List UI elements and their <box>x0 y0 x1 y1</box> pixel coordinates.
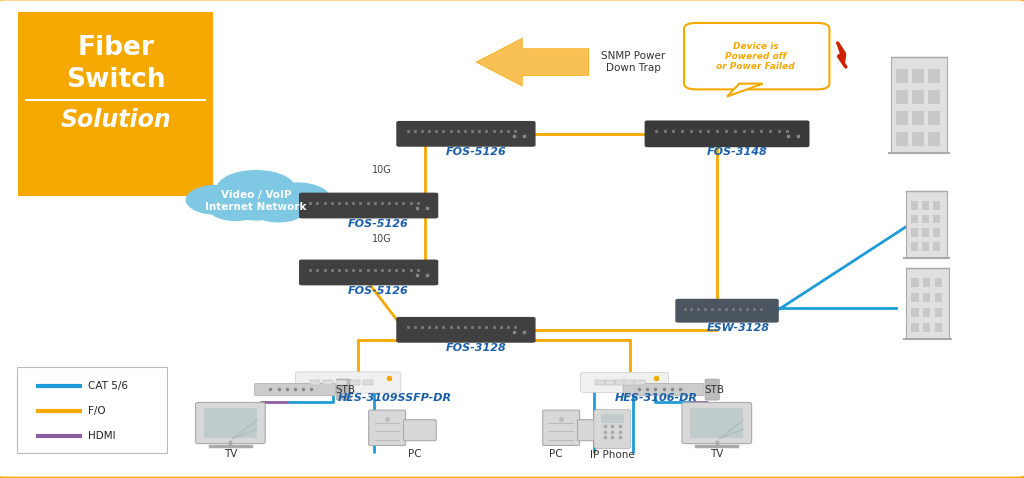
FancyBboxPatch shape <box>906 268 949 339</box>
FancyBboxPatch shape <box>299 260 438 285</box>
FancyBboxPatch shape <box>912 132 924 146</box>
FancyBboxPatch shape <box>543 410 580 445</box>
FancyBboxPatch shape <box>625 380 635 385</box>
FancyBboxPatch shape <box>923 242 929 251</box>
FancyBboxPatch shape <box>911 228 919 237</box>
Text: FOS-3128: FOS-3128 <box>445 343 506 353</box>
FancyBboxPatch shape <box>601 414 624 423</box>
FancyBboxPatch shape <box>928 90 940 104</box>
FancyBboxPatch shape <box>17 367 167 453</box>
FancyBboxPatch shape <box>912 90 924 104</box>
FancyBboxPatch shape <box>396 317 536 343</box>
Text: SNMP Power
Down Trap: SNMP Power Down Trap <box>601 51 666 73</box>
Text: ESW-3128: ESW-3128 <box>707 323 770 333</box>
FancyBboxPatch shape <box>403 420 436 441</box>
Text: IP Phone: IP Phone <box>590 450 635 460</box>
FancyBboxPatch shape <box>645 120 809 147</box>
Text: FOS-3148: FOS-3148 <box>707 147 767 157</box>
Circle shape <box>252 197 305 222</box>
FancyBboxPatch shape <box>923 323 931 332</box>
FancyBboxPatch shape <box>933 201 940 210</box>
Text: Solution: Solution <box>60 109 171 132</box>
FancyBboxPatch shape <box>605 380 615 385</box>
FancyBboxPatch shape <box>923 293 931 303</box>
Text: FOS-5126: FOS-5126 <box>348 286 409 296</box>
Text: Video / VoIP
Internet Network: Video / VoIP Internet Network <box>205 190 307 212</box>
Text: F/O: F/O <box>88 406 105 416</box>
FancyBboxPatch shape <box>928 132 940 146</box>
FancyBboxPatch shape <box>935 278 942 287</box>
FancyBboxPatch shape <box>923 201 929 210</box>
FancyBboxPatch shape <box>595 380 605 385</box>
Polygon shape <box>476 38 589 86</box>
Circle shape <box>217 171 295 207</box>
Polygon shape <box>727 84 763 97</box>
FancyBboxPatch shape <box>336 379 350 400</box>
FancyBboxPatch shape <box>911 278 919 287</box>
Circle shape <box>186 185 248 214</box>
Text: HES-3106-DR: HES-3106-DR <box>614 393 697 403</box>
Text: PC: PC <box>549 449 562 459</box>
FancyBboxPatch shape <box>896 111 908 125</box>
FancyBboxPatch shape <box>891 57 947 153</box>
FancyBboxPatch shape <box>911 293 919 303</box>
FancyBboxPatch shape <box>911 242 919 251</box>
FancyBboxPatch shape <box>933 242 940 251</box>
FancyBboxPatch shape <box>923 278 931 287</box>
FancyBboxPatch shape <box>299 193 438 218</box>
FancyBboxPatch shape <box>923 215 929 223</box>
FancyBboxPatch shape <box>912 111 924 125</box>
FancyBboxPatch shape <box>581 372 669 392</box>
Circle shape <box>264 183 330 214</box>
FancyBboxPatch shape <box>396 121 536 147</box>
FancyBboxPatch shape <box>255 383 336 396</box>
FancyBboxPatch shape <box>594 410 631 448</box>
FancyBboxPatch shape <box>690 408 743 438</box>
Text: Device is
Powered off
or Power Failed: Device is Powered off or Power Failed <box>717 42 795 71</box>
FancyBboxPatch shape <box>923 228 929 237</box>
Text: FOS-5126: FOS-5126 <box>348 219 409 229</box>
FancyBboxPatch shape <box>928 111 940 125</box>
FancyBboxPatch shape <box>337 380 347 385</box>
FancyBboxPatch shape <box>364 380 374 385</box>
FancyBboxPatch shape <box>196 402 265 444</box>
Circle shape <box>225 191 287 220</box>
FancyBboxPatch shape <box>923 308 931 317</box>
FancyBboxPatch shape <box>911 308 919 317</box>
FancyBboxPatch shape <box>296 372 401 393</box>
FancyBboxPatch shape <box>933 228 940 237</box>
FancyBboxPatch shape <box>369 410 406 445</box>
FancyBboxPatch shape <box>682 402 752 444</box>
FancyBboxPatch shape <box>935 308 942 317</box>
FancyBboxPatch shape <box>911 215 919 223</box>
FancyBboxPatch shape <box>906 191 947 258</box>
Text: Switch: Switch <box>66 67 166 93</box>
Text: 10G: 10G <box>373 234 392 244</box>
FancyBboxPatch shape <box>204 408 257 438</box>
FancyBboxPatch shape <box>896 69 908 83</box>
FancyBboxPatch shape <box>324 380 334 385</box>
Text: 10G: 10G <box>373 165 392 174</box>
FancyBboxPatch shape <box>623 383 705 396</box>
FancyBboxPatch shape <box>350 380 360 385</box>
FancyBboxPatch shape <box>912 69 924 83</box>
Text: TV: TV <box>710 449 724 459</box>
Text: TV: TV <box>223 449 238 459</box>
FancyBboxPatch shape <box>911 201 919 210</box>
Text: STB: STB <box>705 385 725 394</box>
Text: HDMI: HDMI <box>88 431 116 441</box>
Text: CAT 5/6: CAT 5/6 <box>88 381 128 391</box>
Text: FOS-5126: FOS-5126 <box>445 147 506 157</box>
FancyBboxPatch shape <box>928 69 940 83</box>
FancyBboxPatch shape <box>578 420 610 441</box>
Text: STB: STB <box>336 385 356 394</box>
FancyBboxPatch shape <box>614 380 625 385</box>
Text: PC: PC <box>408 449 421 459</box>
FancyBboxPatch shape <box>310 380 321 385</box>
FancyBboxPatch shape <box>896 90 908 104</box>
FancyBboxPatch shape <box>676 299 778 323</box>
FancyBboxPatch shape <box>896 132 908 146</box>
Circle shape <box>209 196 262 220</box>
FancyBboxPatch shape <box>705 379 719 400</box>
